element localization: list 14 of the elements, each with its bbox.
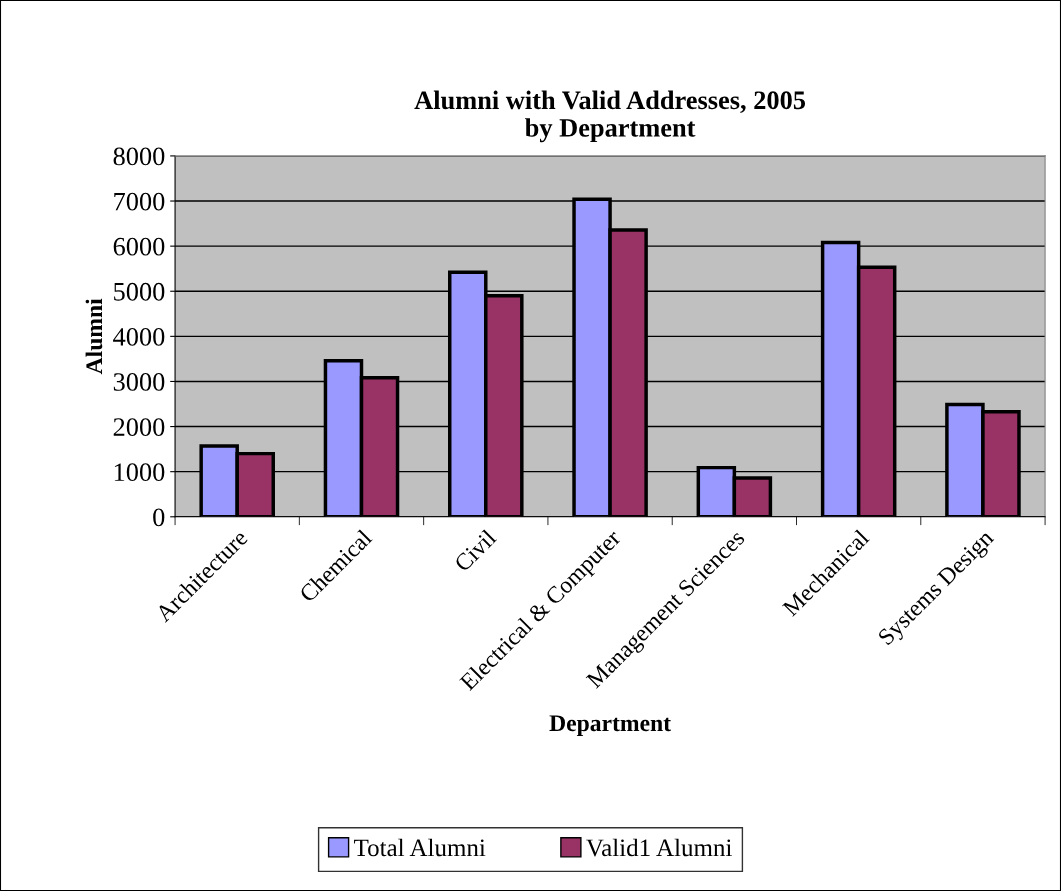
y-tick-label: 7000 (114, 192, 165, 211)
legend-label: Valid1 Alumni (586, 838, 732, 857)
x-axis-title: Department (549, 715, 671, 736)
legend-label: Total Alumni (354, 838, 486, 857)
y-tick-label: 5000 (114, 282, 165, 301)
chart-title: Alumni with Valid Addresses, 2005 by Department (414, 90, 806, 143)
y-tick-label: 4000 (113, 327, 165, 346)
y-tick-label: 0 (153, 508, 165, 527)
y-tick-label: 3000 (113, 373, 165, 391)
y-tick-label: 8000 (113, 147, 165, 166)
y-tick-label: 1000 (114, 463, 165, 482)
y-tick-label: 6000 (113, 237, 165, 256)
y-axis-title: Alumni (85, 298, 103, 375)
y-tick-label: 2000 (113, 418, 165, 436)
